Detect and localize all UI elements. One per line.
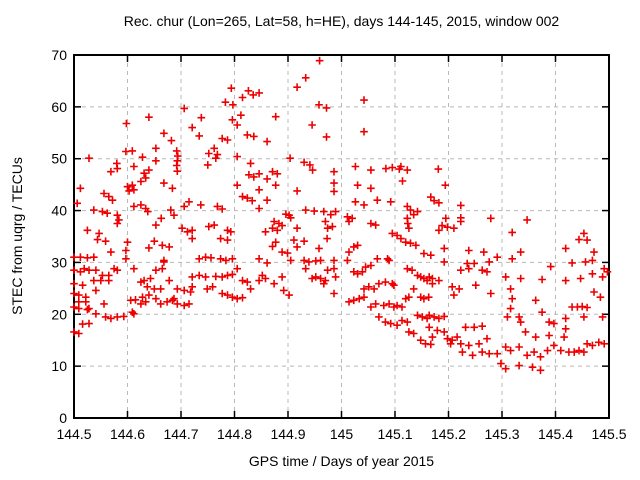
x-tick-label: 145.5: [591, 426, 626, 442]
plot-border: [73, 54, 610, 419]
chart-title: Rec. chur (Lon=265, Lat=58, h=HE), days …: [123, 13, 560, 29]
y-tick-label: 50: [51, 151, 67, 167]
y-tick-label: 40: [51, 203, 67, 219]
grid-layer: [74, 55, 609, 418]
x-tick-label: 145.4: [538, 426, 573, 442]
axes-layer: [73, 54, 610, 419]
x-tick-label: 145: [330, 426, 354, 442]
x-tick-label: 144.6: [110, 426, 145, 442]
ticks-layer: [73, 54, 610, 419]
y-tick-label: 0: [59, 410, 67, 426]
tick-labels-layer: 144.5 144.6 144.7 144.8 144.9 145 145.1 145.2 14…: [51, 47, 626, 442]
y-tick-label: 20: [51, 306, 67, 322]
x-tick-label: 144.5: [56, 426, 91, 442]
y-tick-label: 30: [51, 254, 67, 270]
y-tick-label: 10: [51, 358, 67, 374]
x-tick-label: 145.2: [431, 426, 466, 442]
x-axis-label: GPS time / Days of year 2015: [248, 453, 435, 469]
points-layer: [70, 56, 612, 375]
y-tick-label: 60: [51, 99, 67, 115]
x-tick-label: 144.9: [270, 426, 305, 442]
x-tick-label: 145.1: [377, 426, 412, 442]
x-tick-label: 144.7: [163, 426, 198, 442]
y-tick-label: 70: [51, 47, 67, 63]
x-tick-label: 144.8: [217, 426, 252, 442]
x-tick-label: 145.3: [484, 426, 519, 442]
data-points: [70, 56, 612, 375]
